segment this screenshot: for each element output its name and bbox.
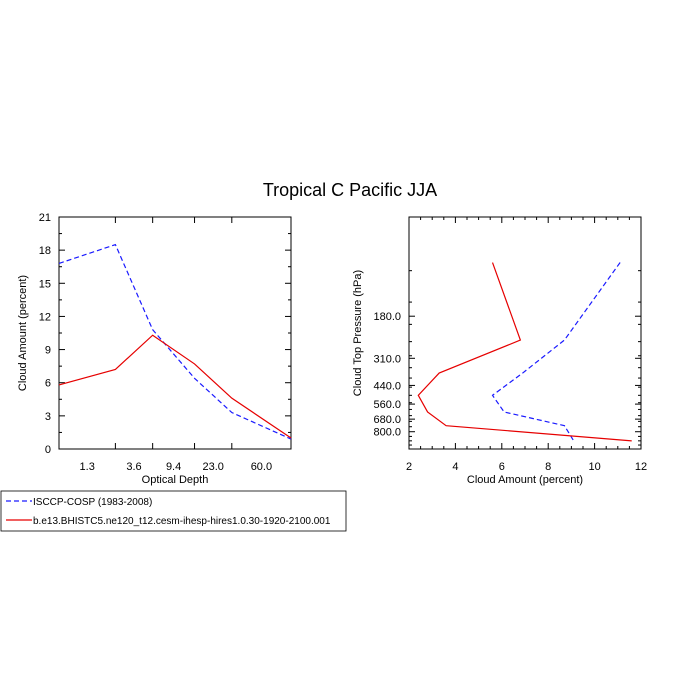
y-tick-label: 21 <box>39 212 51 224</box>
x-tick-label: 10 <box>588 461 600 473</box>
y-tick-label: 310.0 <box>373 353 401 365</box>
series-line-isccp <box>58 243 292 440</box>
x-tick-label: 12 <box>635 461 647 473</box>
y-tick-label: 3 <box>45 411 51 423</box>
x-tick-label: 8 <box>545 461 551 473</box>
y-tick-label: 800.0 <box>373 427 401 439</box>
y-tick-label: 9 <box>45 345 51 357</box>
x-tick-label: 4 <box>452 461 458 473</box>
x-tick-label: 60.0 <box>251 461 272 473</box>
y-tick-label: 0 <box>45 444 51 456</box>
x-axis-label: Optical Depth <box>142 474 209 486</box>
y-tick-label: 18 <box>39 245 51 257</box>
y-tick-label: 560.0 <box>373 399 401 411</box>
x-axis-label: Cloud Amount (percent) <box>467 474 583 486</box>
legend-label-isccp: ISCCP-COSP (1983-2008) <box>33 497 152 508</box>
x-tick-label: 3.6 <box>126 461 141 473</box>
y-tick-label: 180.0 <box>373 311 401 323</box>
x-tick-label: 6 <box>499 461 505 473</box>
legend: ISCCP-COSP (1983-2008) b.e13.BHISTC5.ne1… <box>0 490 347 532</box>
legend-label-model: b.e13.BHISTC5.ne120_t12.cesm-ihesp-hires… <box>33 516 331 527</box>
series-line-model <box>417 262 632 442</box>
series-line-isccp <box>491 262 621 442</box>
y-axis-label: Cloud Amount (percent) <box>17 275 29 391</box>
x-tick-label: 1.3 <box>80 461 95 473</box>
x-tick-label: 23.0 <box>202 461 223 473</box>
left-panel-optical-depth: 0 3 6 9 12 15 18 21 1.3 3.6 9.4 23.0 60.0 Optical Dep… <box>17 212 292 486</box>
y-tick-label: 6 <box>45 378 51 390</box>
x-tick-label: 2 <box>406 461 412 473</box>
chart-title: Tropical C Pacific JJA <box>263 180 437 200</box>
series-line-model <box>58 334 292 439</box>
legend-frame <box>0 490 347 532</box>
y-tick-label: 12 <box>39 311 51 323</box>
y-tick-label: 680.0 <box>373 414 401 426</box>
x-tick-label: 9.4 <box>166 461 181 473</box>
y-tick-label: 15 <box>39 278 51 290</box>
y-tick-label: 440.0 <box>373 380 401 392</box>
y-axis-label: Cloud Top Pressure (hPa) <box>352 270 364 396</box>
